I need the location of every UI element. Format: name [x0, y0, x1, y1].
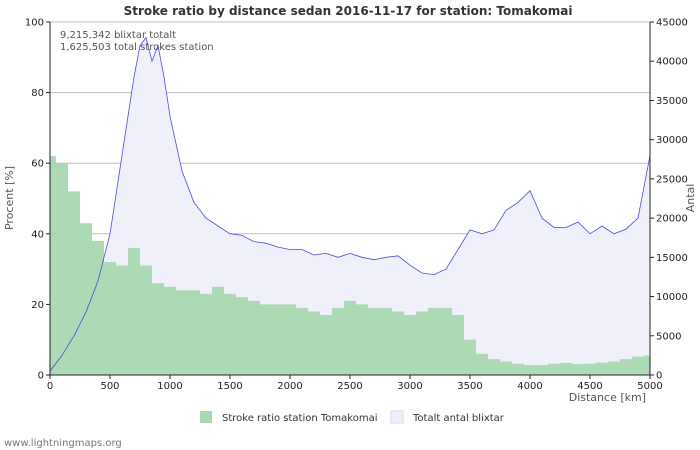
y-left-tick-label-100: 100 — [25, 18, 44, 29]
bar-2800 — [380, 307, 392, 375]
legend: Stroke ratio station Tomakomai Totalt an… — [200, 410, 505, 424]
x-tick-label-3500: 3500 — [457, 381, 482, 392]
bar-1200 — [188, 290, 200, 375]
bar-2400 — [332, 307, 344, 375]
info-line-total: 9,215,342 blixtar totalt — [60, 30, 176, 41]
x-tick-label-1500: 1500 — [217, 381, 242, 392]
y-right-tick-label-15000: 15000 — [656, 253, 688, 264]
y-right-tick-label-30000: 30000 — [656, 135, 688, 146]
bar-200 — [68, 191, 80, 375]
bar-3000 — [404, 315, 416, 375]
bar-300 — [80, 223, 92, 375]
x-axis-ticks: 0 500 1000 1500 2000 2500 3000 3500 4000 4500 5000 — [47, 375, 663, 392]
bar-4200 — [548, 363, 560, 375]
y-right-tick-label-25000: 25000 — [656, 174, 688, 185]
bar-5000 — [644, 355, 650, 375]
plot-area: 0 500 1000 1500 2000 2500 3000 3500 4000 4500 5000… — [25, 18, 688, 393]
y-left-tick-label-80: 80 — [31, 88, 44, 99]
bar-2900 — [392, 311, 404, 375]
y-right-tick-label-40000: 40000 — [656, 57, 688, 68]
legend-swatch-total-strikes — [390, 410, 404, 424]
x-tick-label-2000: 2000 — [277, 381, 302, 392]
y-right-tick-label-0: 0 — [656, 371, 662, 382]
bar-2200 — [308, 311, 320, 375]
bar-4500 — [584, 363, 596, 375]
credit-text: www.lightningmaps.org — [4, 438, 122, 449]
bar-3900 — [512, 363, 524, 375]
bar-2700 — [368, 307, 380, 375]
y-right-axis-ticks: 0 5000 10000 15000 20000 25000 30000 35000 40000… — [650, 18, 688, 382]
legend-swatch-stroke-ratio — [200, 411, 212, 423]
bar-1100 — [176, 290, 188, 375]
x-tick-label-4500: 4500 — [577, 381, 602, 392]
bar-100 — [56, 163, 68, 375]
y-right-tick-label-35000: 35000 — [656, 96, 688, 107]
y-left-tick-label-0: 0 — [38, 371, 44, 382]
x-tick-label-5000: 5000 — [637, 381, 662, 392]
bar-1300 — [200, 293, 212, 375]
bar-2000 — [284, 304, 296, 375]
y-right-tick-label-5000: 5000 — [656, 331, 681, 342]
bar-900 — [152, 283, 164, 375]
x-tick-label-0: 0 — [47, 381, 53, 392]
bar-1900 — [272, 304, 284, 375]
bar-3100 — [416, 311, 428, 375]
bar-4300 — [560, 363, 572, 375]
bar-1400 — [212, 286, 224, 376]
bar-4000 — [524, 365, 536, 375]
x-tick-label-3000: 3000 — [397, 381, 422, 392]
bar-4700 — [608, 361, 620, 375]
bar-0 — [50, 156, 56, 375]
legend-label-stroke-ratio: Stroke ratio station Tomakomai — [222, 413, 377, 424]
bar-3200 — [428, 307, 440, 375]
bar-4600 — [596, 362, 608, 375]
bar-2300 — [320, 315, 332, 375]
x-axis-label: Distance [km] — [569, 391, 646, 404]
bar-4800 — [620, 359, 632, 375]
x-tick-label-1000: 1000 — [157, 381, 182, 392]
bar-3300 — [440, 307, 452, 375]
bar-1800 — [260, 304, 272, 375]
y-right-axis-label: Antal — [684, 184, 697, 213]
bar-800 — [140, 265, 152, 375]
y-right-tick-label-10000: 10000 — [656, 292, 688, 303]
chart-title: Stroke ratio by distance sedan 2016-11-1… — [124, 4, 573, 18]
bar-4900 — [632, 356, 644, 375]
bar-500 — [104, 262, 116, 375]
bar-4400 — [572, 364, 584, 375]
bar-1600 — [236, 297, 248, 375]
bar-700 — [128, 247, 140, 375]
bar-3500 — [464, 339, 476, 375]
bar-400 — [92, 240, 104, 375]
y-left-tick-label-60: 60 — [31, 159, 44, 170]
bar-2500 — [344, 300, 356, 375]
bar-1500 — [224, 293, 236, 375]
bar-3700 — [488, 359, 500, 375]
y-left-axis-label: Procent [%] — [3, 166, 16, 230]
y-left-axis-ticks: 0 20 40 60 80 100 — [25, 18, 50, 382]
y-right-tick-label-20000: 20000 — [656, 214, 688, 225]
bar-3400 — [452, 315, 464, 375]
total-strikes-line — [49, 36, 651, 372]
x-tick-label-2500: 2500 — [337, 381, 362, 392]
bar-2100 — [296, 307, 308, 375]
bar-2600 — [356, 304, 368, 375]
y-left-tick-label-40: 40 — [31, 229, 44, 240]
stroke-ratio-bars — [50, 156, 650, 376]
bar-4100 — [536, 365, 548, 375]
bar-600 — [116, 265, 128, 375]
x-tick-label-500: 500 — [100, 381, 119, 392]
bar-1700 — [248, 300, 260, 375]
y-right-tick-label-45000: 45000 — [656, 18, 688, 29]
total-strikes-line-path — [49, 36, 651, 372]
bar-3600 — [476, 353, 488, 375]
bar-1000 — [164, 286, 176, 376]
y-left-tick-label-20: 20 — [31, 300, 44, 311]
info-line-station: 1,625,503 total strokes station — [60, 42, 214, 53]
x-tick-label-4000: 4000 — [517, 381, 542, 392]
bar-3800 — [500, 361, 512, 375]
legend-label-total-strikes: Totalt antal blixtar — [412, 413, 505, 424]
